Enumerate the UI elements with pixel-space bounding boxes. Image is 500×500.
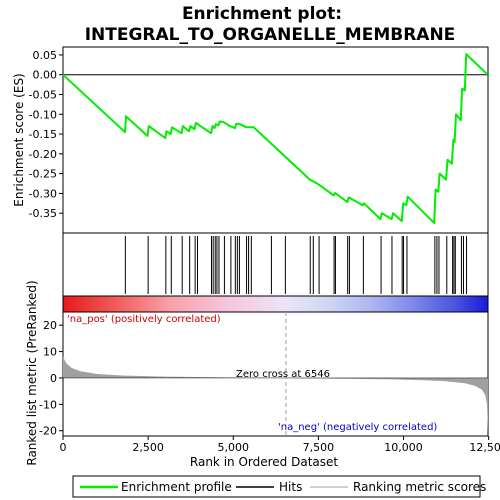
- es-y-tick-label: -0.25: [29, 168, 57, 181]
- es-y-tick-label: 0.05: [33, 49, 58, 62]
- x-axis-label: Rank in Ordered Dataset: [190, 455, 338, 469]
- hits-panel-frame: [62, 232, 489, 297]
- x-tick-label: 2,500: [132, 441, 164, 454]
- es-y-tick-label: 0.00: [33, 69, 58, 82]
- chart-title-line2: INTEGRAL_TO_ORGANELLE_MEMBRANE: [85, 25, 456, 45]
- x-tick-label: 12,500: [469, 441, 500, 454]
- metric-y-axis: 20 10 0 -10 -20: [39, 319, 63, 438]
- es-panel-frame: [62, 46, 489, 234]
- es-y-tick-label: -0.20: [29, 148, 57, 161]
- legend-label-hits: Hits: [279, 480, 302, 494]
- es-y-tick-label: -0.15: [29, 128, 57, 141]
- x-tick-label: 10,000: [384, 441, 423, 454]
- enrichment-profile-line: [62, 53, 489, 225]
- chart-title-line1: Enrichment plot:: [182, 4, 342, 24]
- legend-box: [72, 475, 481, 498]
- x-tick-label: 5,000: [218, 441, 250, 454]
- metric-y-tick-label: -20: [39, 425, 57, 438]
- ranking-gradient-bar: [62, 295, 489, 313]
- es-y-tick-label: -0.10: [29, 108, 57, 121]
- metric-y-tick-label: 10: [43, 346, 57, 359]
- x-tick-label: 0: [60, 441, 67, 454]
- metric-y-axis-label: Ranked list metric (PreRanked): [25, 280, 39, 465]
- zero-cross-label: Zero cross at 6546: [236, 369, 330, 380]
- metric-y-tick-label: -10: [39, 398, 57, 411]
- es-y-tick-label: -0.30: [29, 187, 57, 200]
- metric-y-tick-label: 0: [50, 372, 57, 385]
- pos-correlated-label: 'na_pos' (positively correlated): [67, 314, 221, 325]
- es-y-tick-label: -0.05: [29, 88, 57, 101]
- hit-markers: [124, 236, 468, 294]
- es-y-axis-label: Enrichment score (ES): [12, 73, 26, 206]
- legend-label-metric: Ranking metric scores: [353, 480, 486, 494]
- x-tick-label: 7,500: [303, 441, 335, 454]
- es-y-tick-label: -0.35: [29, 207, 57, 220]
- legend: Enrichment profile Hits Ranking metric s…: [72, 475, 486, 498]
- x-axis: 0 2,500 5,000 7,500 10,000 12,500: [60, 436, 500, 454]
- es-y-axis: 0.05 0.00 -0.05 -0.10 -0.15 -0.20 -0.25 -0.30 -0…: [29, 49, 63, 220]
- neg-correlated-label: 'na_neg' (negatively correlated): [278, 422, 437, 433]
- metric-y-tick-label: 20: [43, 319, 57, 332]
- metric-panel-frame: [62, 311, 489, 437]
- legend-label-enrichment: Enrichment profile: [121, 480, 232, 494]
